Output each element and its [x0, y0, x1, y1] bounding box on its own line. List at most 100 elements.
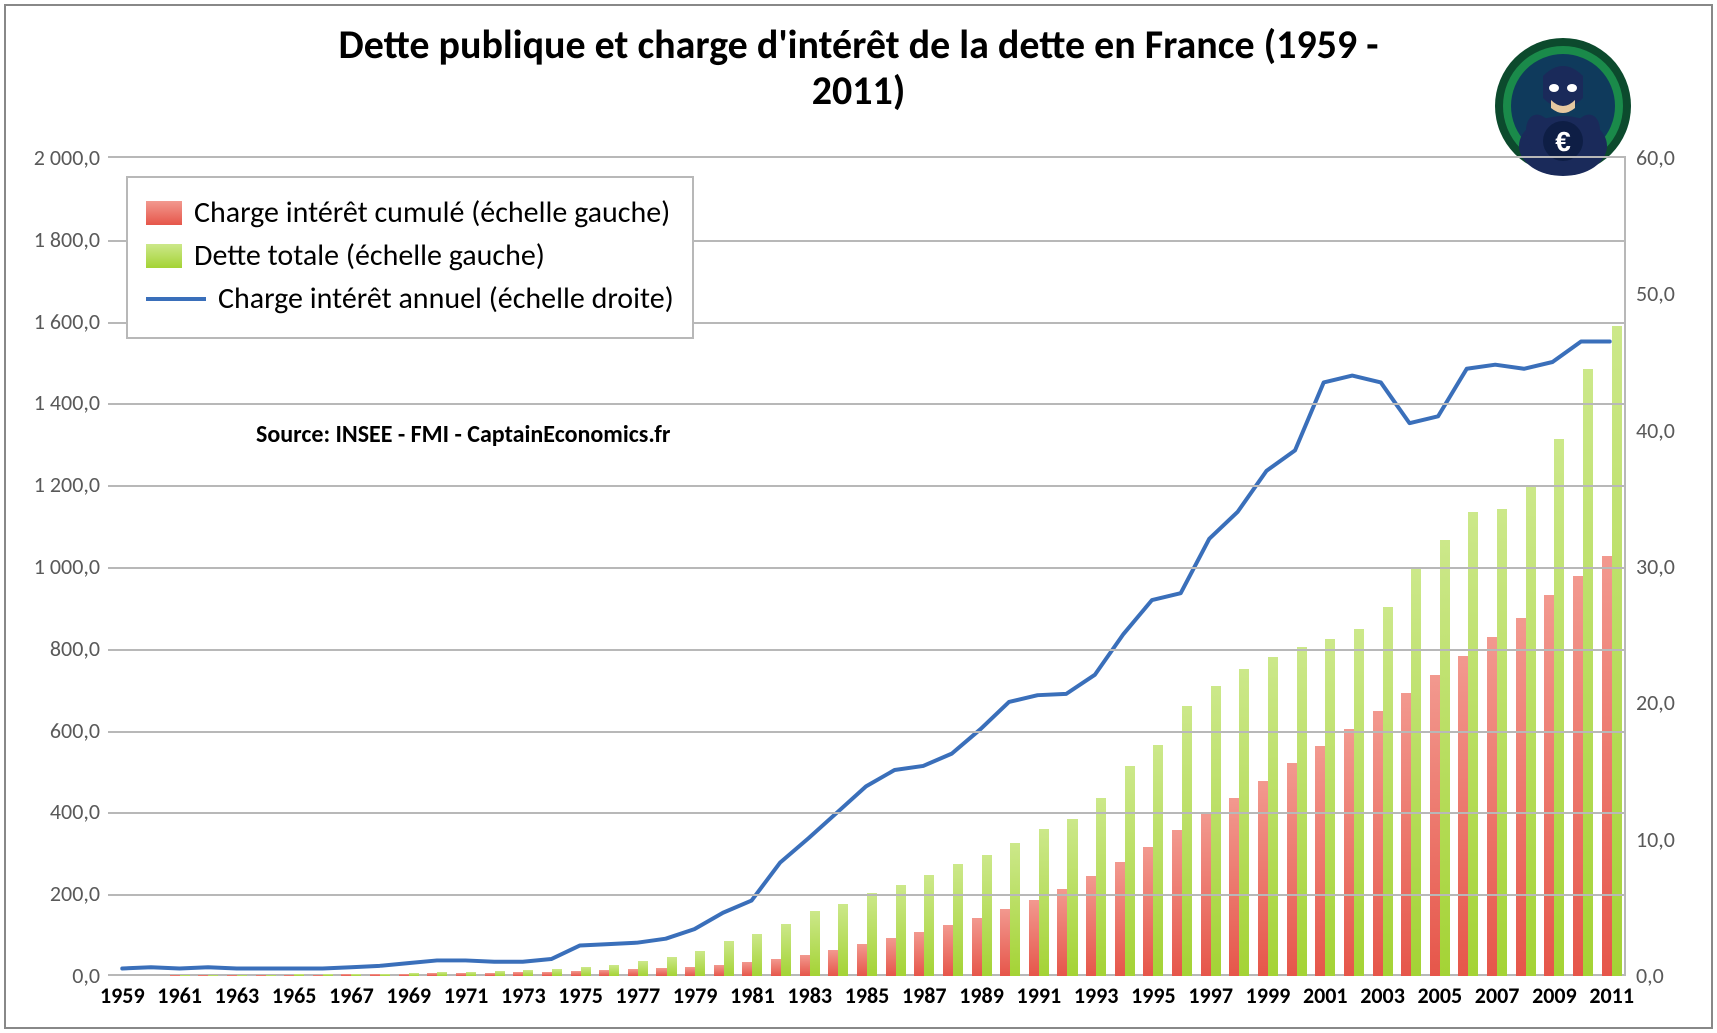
y-right-tick-label: 30,0 — [1636, 553, 1716, 580]
x-tick-label: 1965 — [272, 982, 317, 1009]
x-tick-label: 1985 — [845, 982, 890, 1009]
bar-charge-cumule — [1430, 675, 1440, 976]
y-left-tick-label: 1 200,0 — [20, 471, 100, 498]
x-axis — [108, 974, 1624, 976]
bar-charge-cumule — [828, 950, 838, 976]
y-left-tick-label: 1 400,0 — [20, 389, 100, 416]
bar-charge-cumule — [1573, 576, 1583, 976]
y-left-tick-label: 2 000,0 — [20, 144, 100, 171]
y-right-tick-label: 0,0 — [1636, 962, 1716, 989]
x-tick-label: 1999 — [1246, 982, 1291, 1009]
x-tick-label: 1989 — [959, 982, 1004, 1009]
bar-charge-cumule — [1487, 637, 1497, 976]
x-tick-label: 1975 — [558, 982, 603, 1009]
bar-charge-cumule — [1029, 900, 1039, 976]
bar-charge-cumule — [1544, 595, 1554, 976]
bar-charge-cumule — [1258, 781, 1268, 977]
legend-item-dette-totale: Dette totale (échelle gauche) — [146, 237, 674, 274]
y-left-tick-label: 200,0 — [20, 880, 100, 907]
bar-charge-cumule — [1373, 711, 1383, 976]
x-tick-label: 1987 — [902, 982, 947, 1009]
bar-dette-totale — [724, 941, 734, 976]
logo-captain-economics: € — [1493, 36, 1633, 176]
y-left-tick-label: 400,0 — [20, 798, 100, 825]
bar-dette-totale — [953, 864, 963, 976]
y-left-tick-label: 1 000,0 — [20, 553, 100, 580]
x-tick-label: 1967 — [329, 982, 374, 1009]
x-tick-label: 1981 — [730, 982, 775, 1009]
bar-dette-totale — [982, 855, 992, 976]
x-tick-label: 1991 — [1017, 982, 1062, 1009]
bar-dette-totale — [838, 904, 848, 976]
bar-dette-totale — [1153, 745, 1163, 976]
svg-text:€: € — [1555, 126, 1571, 157]
x-tick-label: 2003 — [1360, 982, 1405, 1009]
bar-dette-totale — [1497, 509, 1507, 976]
bar-charge-cumule — [800, 955, 810, 976]
bar-dette-totale — [810, 911, 820, 976]
gridline — [108, 403, 1624, 405]
bar-charge-cumule — [886, 938, 896, 976]
x-tick-label: 1983 — [787, 982, 832, 1009]
gridline — [108, 567, 1624, 569]
bar-charge-cumule — [1000, 909, 1010, 976]
y-left-tick-label: 1 600,0 — [20, 308, 100, 335]
bar-charge-cumule — [1287, 763, 1297, 976]
legend-item-charge-annuel: Charge intérêt annuel (échelle droite) — [146, 280, 674, 317]
x-tick-label: 1973 — [501, 982, 546, 1009]
x-tick-label: 1997 — [1188, 982, 1233, 1009]
bar-dette-totale — [896, 885, 906, 976]
x-tick-label: 1971 — [444, 982, 489, 1009]
x-tick-label: 2001 — [1303, 982, 1348, 1009]
y-right-tick-label: 10,0 — [1636, 826, 1716, 853]
gridline — [108, 649, 1624, 651]
legend-swatch-green — [146, 244, 182, 268]
x-tick-label: 2007 — [1475, 982, 1520, 1009]
bar-charge-cumule — [1458, 656, 1468, 976]
y-right-tick-label: 40,0 — [1636, 417, 1716, 444]
bar-charge-cumule — [1143, 847, 1153, 976]
x-tick-label: 1963 — [215, 982, 260, 1009]
gridline — [108, 485, 1624, 487]
bar-dette-totale — [1039, 829, 1049, 976]
y-right-tick-label: 60,0 — [1636, 144, 1716, 171]
x-tick-label: 2011 — [1589, 982, 1634, 1009]
bar-dette-totale — [1067, 819, 1077, 976]
y-left-tick-label: 800,0 — [20, 635, 100, 662]
bar-charge-cumule — [1229, 798, 1239, 976]
y-left-tick-label: 1 800,0 — [20, 226, 100, 253]
bar-dette-totale — [1411, 568, 1421, 976]
x-tick-label: 1993 — [1074, 982, 1119, 1009]
bar-charge-cumule — [1516, 618, 1526, 976]
x-tick-label: 2009 — [1532, 982, 1577, 1009]
bar-dette-totale — [1440, 540, 1450, 976]
bar-dette-totale — [867, 893, 877, 976]
y-right-tick-label: 50,0 — [1636, 280, 1716, 307]
bar-dette-totale — [1383, 607, 1393, 976]
y-right-tick-label: 20,0 — [1636, 689, 1716, 716]
bar-charge-cumule — [1344, 729, 1354, 976]
chart-frame: Dette publique et charge d'intérêt de la… — [4, 4, 1713, 1029]
y-left-tick-label: 0,0 — [20, 962, 100, 989]
x-tick-label: 1969 — [386, 982, 431, 1009]
gridline — [108, 731, 1624, 733]
x-tick-label: 1979 — [673, 982, 718, 1009]
legend-line-blue — [146, 297, 206, 301]
x-tick-label: 1961 — [157, 982, 202, 1009]
legend-item-charge-cumule: Charge intérêt cumulé (échelle gauche) — [146, 194, 674, 231]
bar-dette-totale — [1325, 639, 1335, 976]
bar-dette-totale — [752, 934, 762, 976]
bar-dette-totale — [1612, 326, 1622, 976]
legend-label: Charge intérêt annuel (échelle droite) — [218, 280, 674, 317]
bar-dette-totale — [1583, 369, 1593, 976]
bar-charge-cumule — [914, 932, 924, 976]
legend-label: Dette totale (échelle gauche) — [194, 237, 545, 274]
bar-charge-cumule — [1401, 693, 1411, 976]
x-tick-label: 1959 — [100, 982, 145, 1009]
bar-charge-cumule — [943, 925, 953, 976]
bar-dette-totale — [695, 951, 705, 976]
source-note: Source: INSEE - FMI - CaptainEconomics.f… — [256, 420, 670, 449]
bar-dette-totale — [1096, 798, 1106, 976]
bar-dette-totale — [1239, 669, 1249, 976]
x-tick-label: 1995 — [1131, 982, 1176, 1009]
